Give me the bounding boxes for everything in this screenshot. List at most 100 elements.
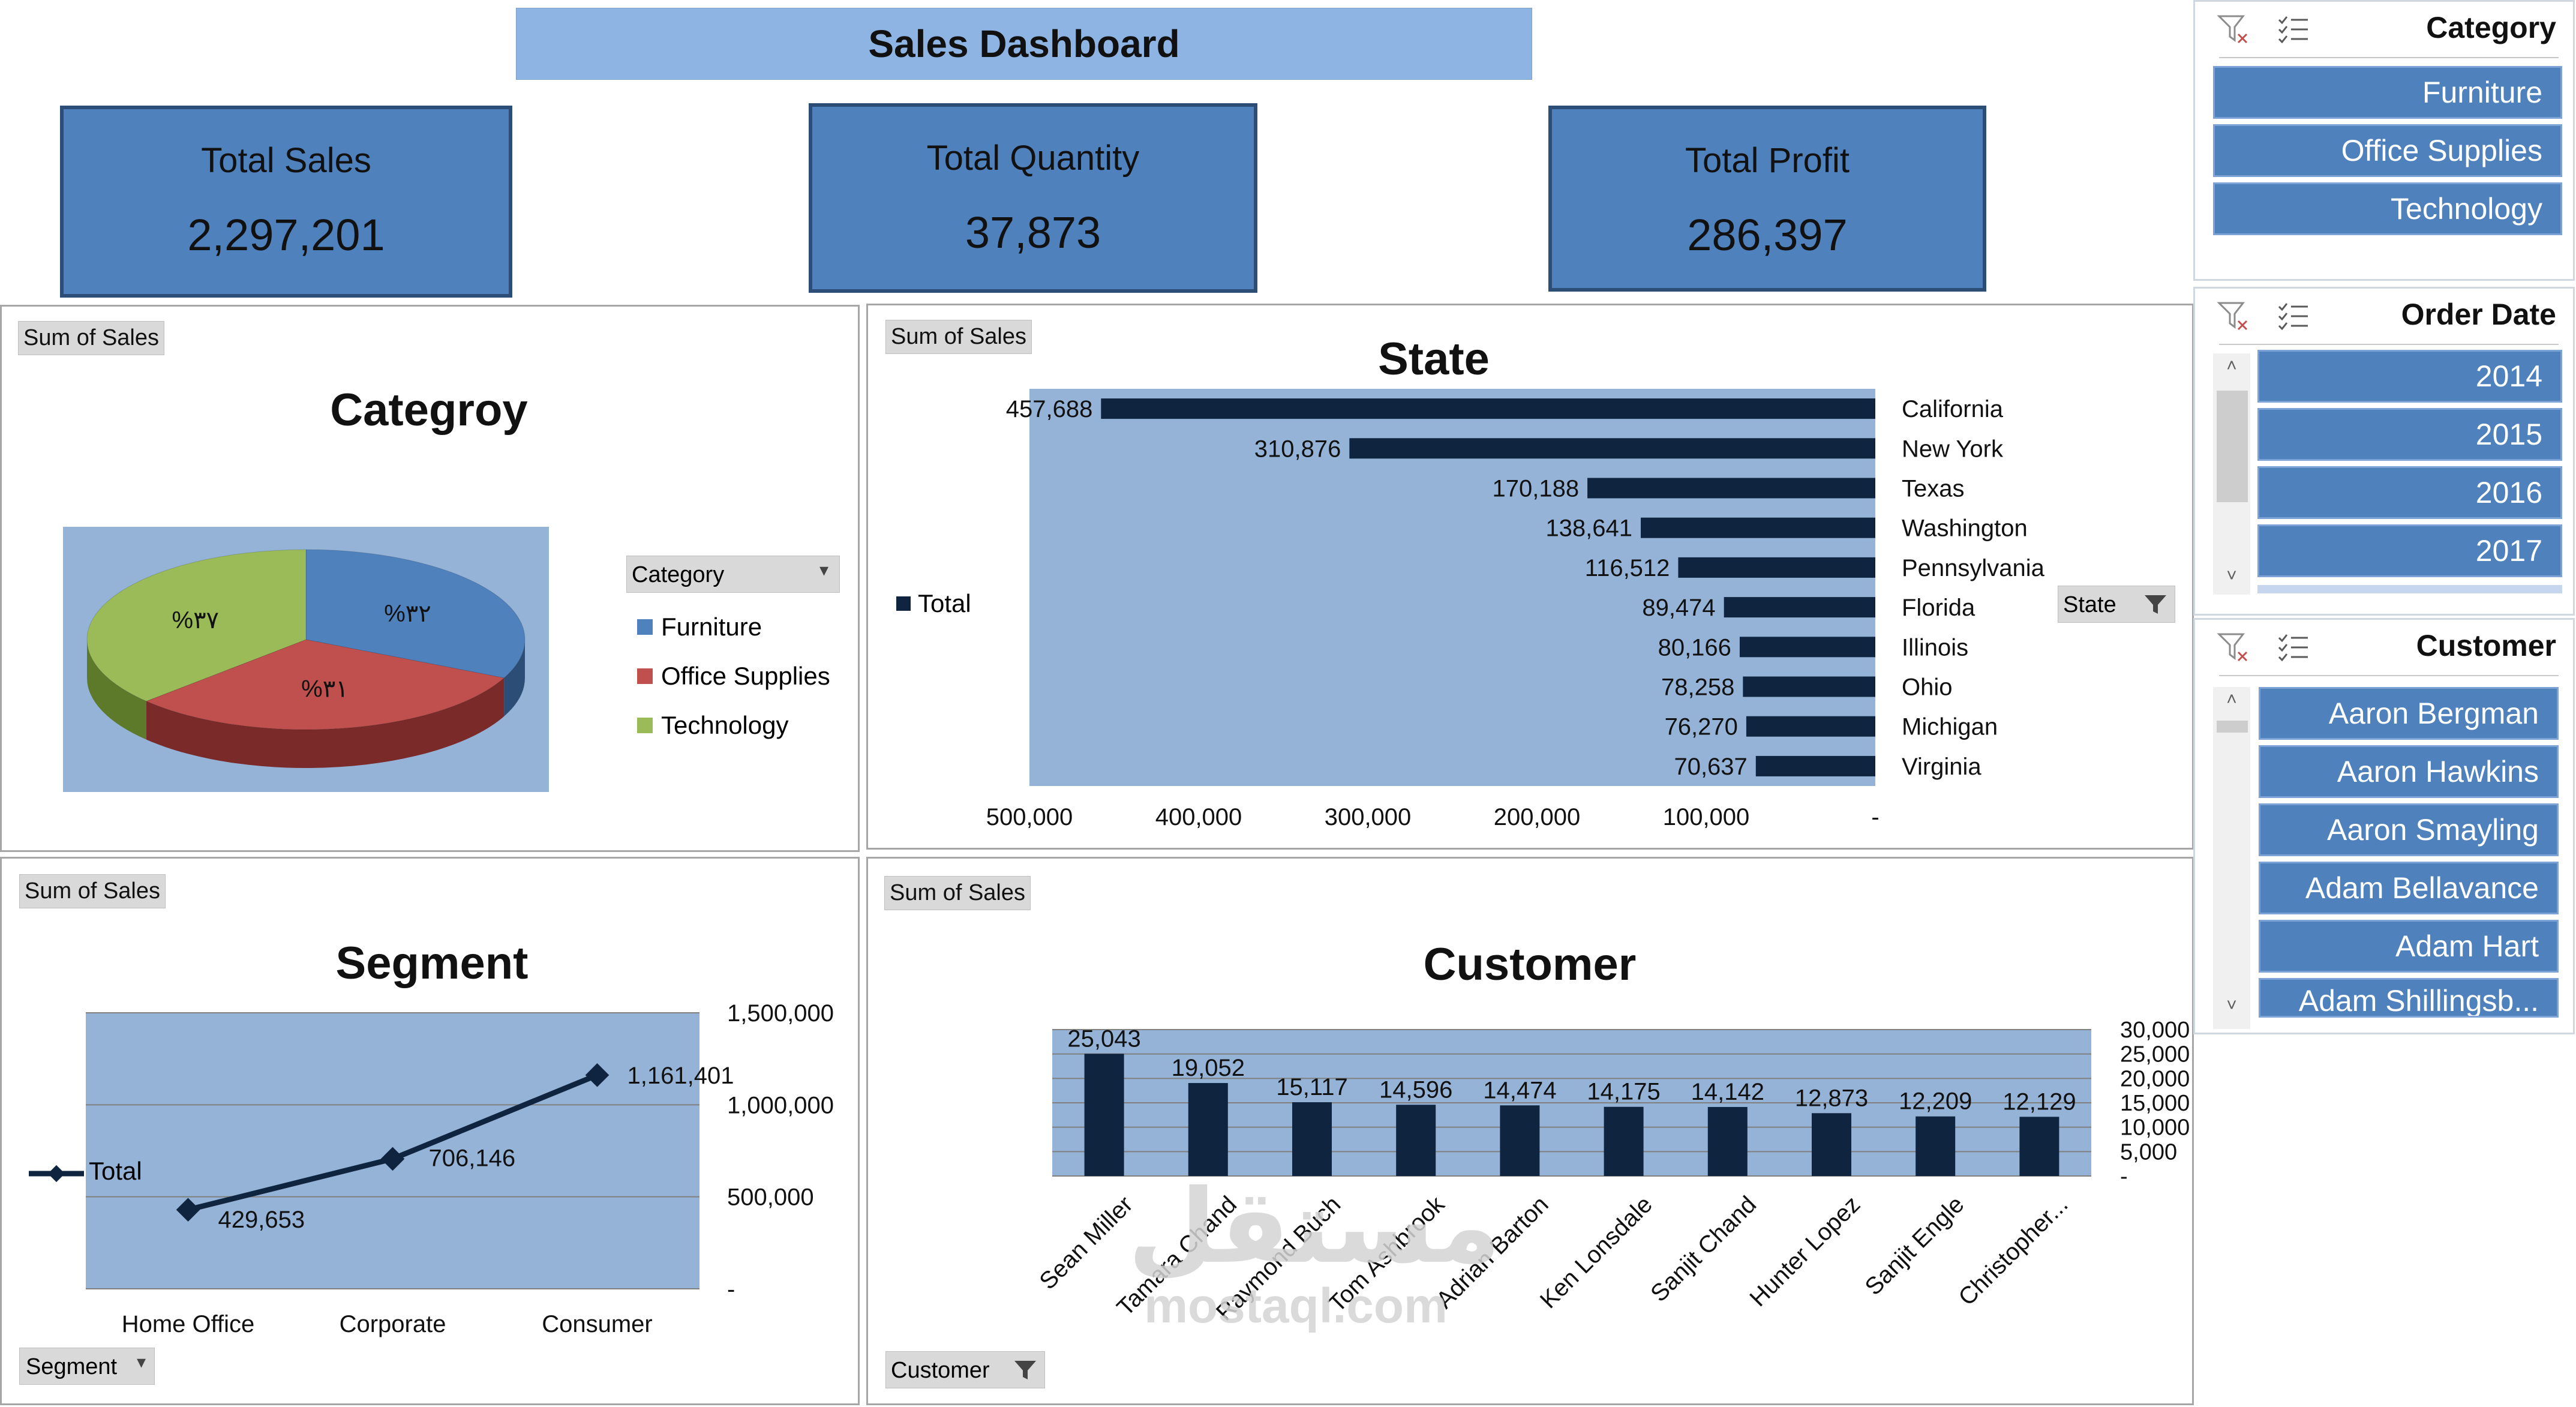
state-x-tick-label: 100,000 — [1663, 804, 1750, 830]
scroll-down-icon[interactable]: ˅ — [2226, 995, 2237, 1015]
segment-point — [585, 1063, 610, 1087]
filter-button-label: Segment — [26, 1354, 118, 1379]
slicer-item-customer[interactable]: Adam Hart — [2259, 920, 2559, 973]
filter-button-label: State — [2063, 592, 2116, 617]
slicer-item-customer[interactable]: Aaron Hawkins — [2259, 745, 2559, 798]
category-pie-chart: %٣٢ %٣١ %٣٧ — [63, 527, 549, 792]
scrollbar-thumb[interactable] — [2217, 391, 2248, 502]
segment-filter-button[interactable]: Segment ▾ — [19, 1348, 155, 1385]
state-category-label: Virginia — [1902, 754, 1981, 780]
segment-data-label: 706,146 — [429, 1145, 516, 1171]
customer-y-tick-label: 15,000 — [2120, 1091, 2190, 1116]
filter-button-label: Customer — [891, 1358, 990, 1383]
pie-data-label: %٣٢ — [384, 601, 431, 627]
state-data-label: 170,188 — [1492, 476, 1579, 502]
customer-bar — [1916, 1116, 1956, 1176]
slicer-divider — [2219, 344, 2559, 345]
slicer-item-2016[interactable]: 2016 — [2257, 466, 2562, 519]
category-slicer: Category Furniture Office Supplies Techn… — [2193, 0, 2575, 281]
state-data-label: 89,474 — [1642, 595, 1715, 621]
slicer-item-2017[interactable]: 2017 — [2257, 524, 2562, 577]
state-bar — [1746, 716, 1875, 737]
state-bar-chart: 457,688 California 310,876 New York 170,188 T… — [986, 389, 2045, 830]
state-category-label: Florida — [1902, 595, 1975, 621]
category-legend-filter[interactable]: Category ▾ — [626, 556, 840, 593]
pie-slice — [145, 639, 505, 730]
slicer-item-technology[interactable]: Technology — [2213, 182, 2562, 235]
state-data-label: 76,270 — [1665, 714, 1738, 740]
segment-y-tick-label: 500,000 — [727, 1184, 814, 1211]
clear-filter-icon[interactable] — [2217, 13, 2250, 46]
customer-x-tick-label: Hunter Lopez — [1745, 1191, 1865, 1312]
customer-x-tick-label: Ken Lonsdale — [1535, 1191, 1658, 1313]
state-x-tick-label: - — [1871, 804, 1879, 830]
scroll-up-icon[interactable]: ˄ — [2226, 689, 2237, 709]
customer-y-tick-label: 5,000 — [2120, 1139, 2177, 1165]
slicer-item-customer[interactable]: Aaron Smayling — [2259, 803, 2559, 856]
customer-y-tick-label: 25,000 — [2120, 1042, 2190, 1067]
kpi-value: 37,873 — [965, 208, 1101, 257]
customer-y-tick-label: 30,000 — [2120, 1018, 2190, 1043]
multi-select-icon[interactable] — [2277, 301, 2310, 332]
segment-x-tick-label: Consumer — [542, 1311, 653, 1337]
customer-bar — [1500, 1105, 1540, 1176]
sum-of-sales-field-button[interactable]: Sum of Sales — [885, 320, 1032, 354]
scroll-up-icon[interactable]: ˄ — [2226, 356, 2237, 376]
state-filter-button[interactable]: State — [2058, 586, 2175, 623]
multi-select-icon[interactable] — [2277, 632, 2310, 663]
pie-data-label: %٣١ — [301, 676, 349, 702]
office-supplies-swatch — [637, 668, 653, 684]
slicer-item-customer[interactable]: Aaron Bergman — [2259, 687, 2559, 740]
state-category-label: Ohio — [1902, 674, 1953, 701]
dropdown-arrow-icon[interactable]: ▾ — [819, 560, 828, 580]
segment-x-tick-label: Corporate — [340, 1311, 446, 1337]
customer-filter-button[interactable]: Customer — [885, 1351, 1045, 1388]
sum-of-sales-field-button[interactable]: Sum of Sales — [19, 874, 166, 908]
kpi-value: 286,397 — [1687, 210, 1848, 260]
state-data-label: 78,258 — [1661, 674, 1734, 701]
pie-slice — [86, 549, 307, 702]
category-legend: Furniture Office Supplies Technology — [637, 602, 830, 750]
customer-x-tick-label: Sanjit Engle — [1860, 1191, 1969, 1300]
pie-data-label: %٣٧ — [172, 607, 219, 634]
technology-swatch — [637, 718, 653, 733]
slicer-item-customer[interactable]: Adam Shillingsb... — [2259, 978, 2559, 1018]
kpi-label: Total Sales — [201, 141, 371, 180]
customer-bar — [1292, 1102, 1332, 1176]
customer-bar — [1084, 1054, 1124, 1176]
pie-slice-side — [87, 640, 146, 740]
slicer-item-customer[interactable]: Adam Bellavance — [2259, 862, 2559, 914]
legend-entry: Furniture — [637, 602, 830, 652]
multi-select-icon[interactable] — [2277, 14, 2310, 45]
slicer-item-office-supplies[interactable]: Office Supplies — [2213, 124, 2562, 177]
legend-label: Furniture — [661, 613, 762, 641]
customer-data-label: 14,474 — [1483, 1077, 1556, 1103]
slicer-item-2014[interactable]: 2014 — [2257, 350, 2562, 403]
customer-data-label: 14,596 — [1379, 1076, 1452, 1103]
customer-data-label: 19,052 — [1172, 1055, 1245, 1081]
funnel-icon — [2145, 595, 2166, 614]
clear-filter-icon[interactable] — [2217, 631, 2250, 664]
scrollbar-thumb[interactable] — [2217, 721, 2248, 733]
slicer-title: Category — [2426, 11, 2556, 44]
state-category-label: Washington — [1902, 515, 2028, 542]
state-legend: Total — [896, 589, 971, 618]
legend-label: Office Supplies — [661, 662, 830, 690]
sum-of-sales-field-button[interactable]: Sum of Sales — [18, 321, 164, 355]
slicer-item-furniture[interactable]: Furniture — [2213, 66, 2562, 119]
state-x-tick-label: 200,000 — [1494, 804, 1581, 830]
state-category-label: New York — [1902, 436, 2004, 462]
clear-filter-icon[interactable] — [2217, 299, 2250, 333]
slicer-scrollbar[interactable] — [2213, 687, 2250, 1029]
scroll-down-icon[interactable]: ˅ — [2226, 566, 2237, 586]
customer-bar — [1812, 1113, 1851, 1176]
slicer-title: Order Date — [2401, 298, 2556, 331]
state-bar — [1101, 398, 1875, 419]
sum-of-sales-field-button[interactable]: Sum of Sales — [884, 876, 1031, 910]
dropdown-arrow-icon[interactable]: ▾ — [136, 1352, 146, 1372]
slicer-item-partial — [2257, 585, 2562, 593]
legend-swatch — [896, 596, 911, 611]
state-bar — [1587, 478, 1875, 499]
pie-slice-side — [146, 677, 505, 768]
slicer-item-2015[interactable]: 2015 — [2257, 408, 2562, 461]
